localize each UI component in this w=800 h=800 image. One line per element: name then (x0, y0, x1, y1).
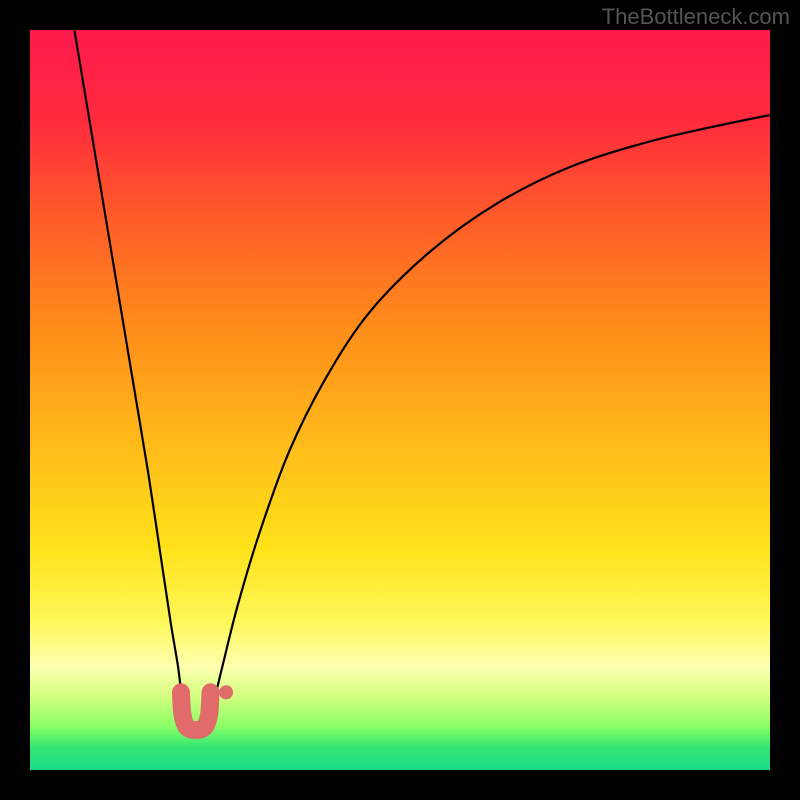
left-branch-curve (74, 30, 185, 715)
watermark-text: TheBottleneck.com (602, 4, 790, 30)
valley-marker-dot (219, 685, 233, 699)
curves-layer (30, 30, 770, 770)
right-branch-curve (208, 115, 770, 714)
valley-marker (181, 692, 211, 730)
plot-area (30, 30, 770, 770)
